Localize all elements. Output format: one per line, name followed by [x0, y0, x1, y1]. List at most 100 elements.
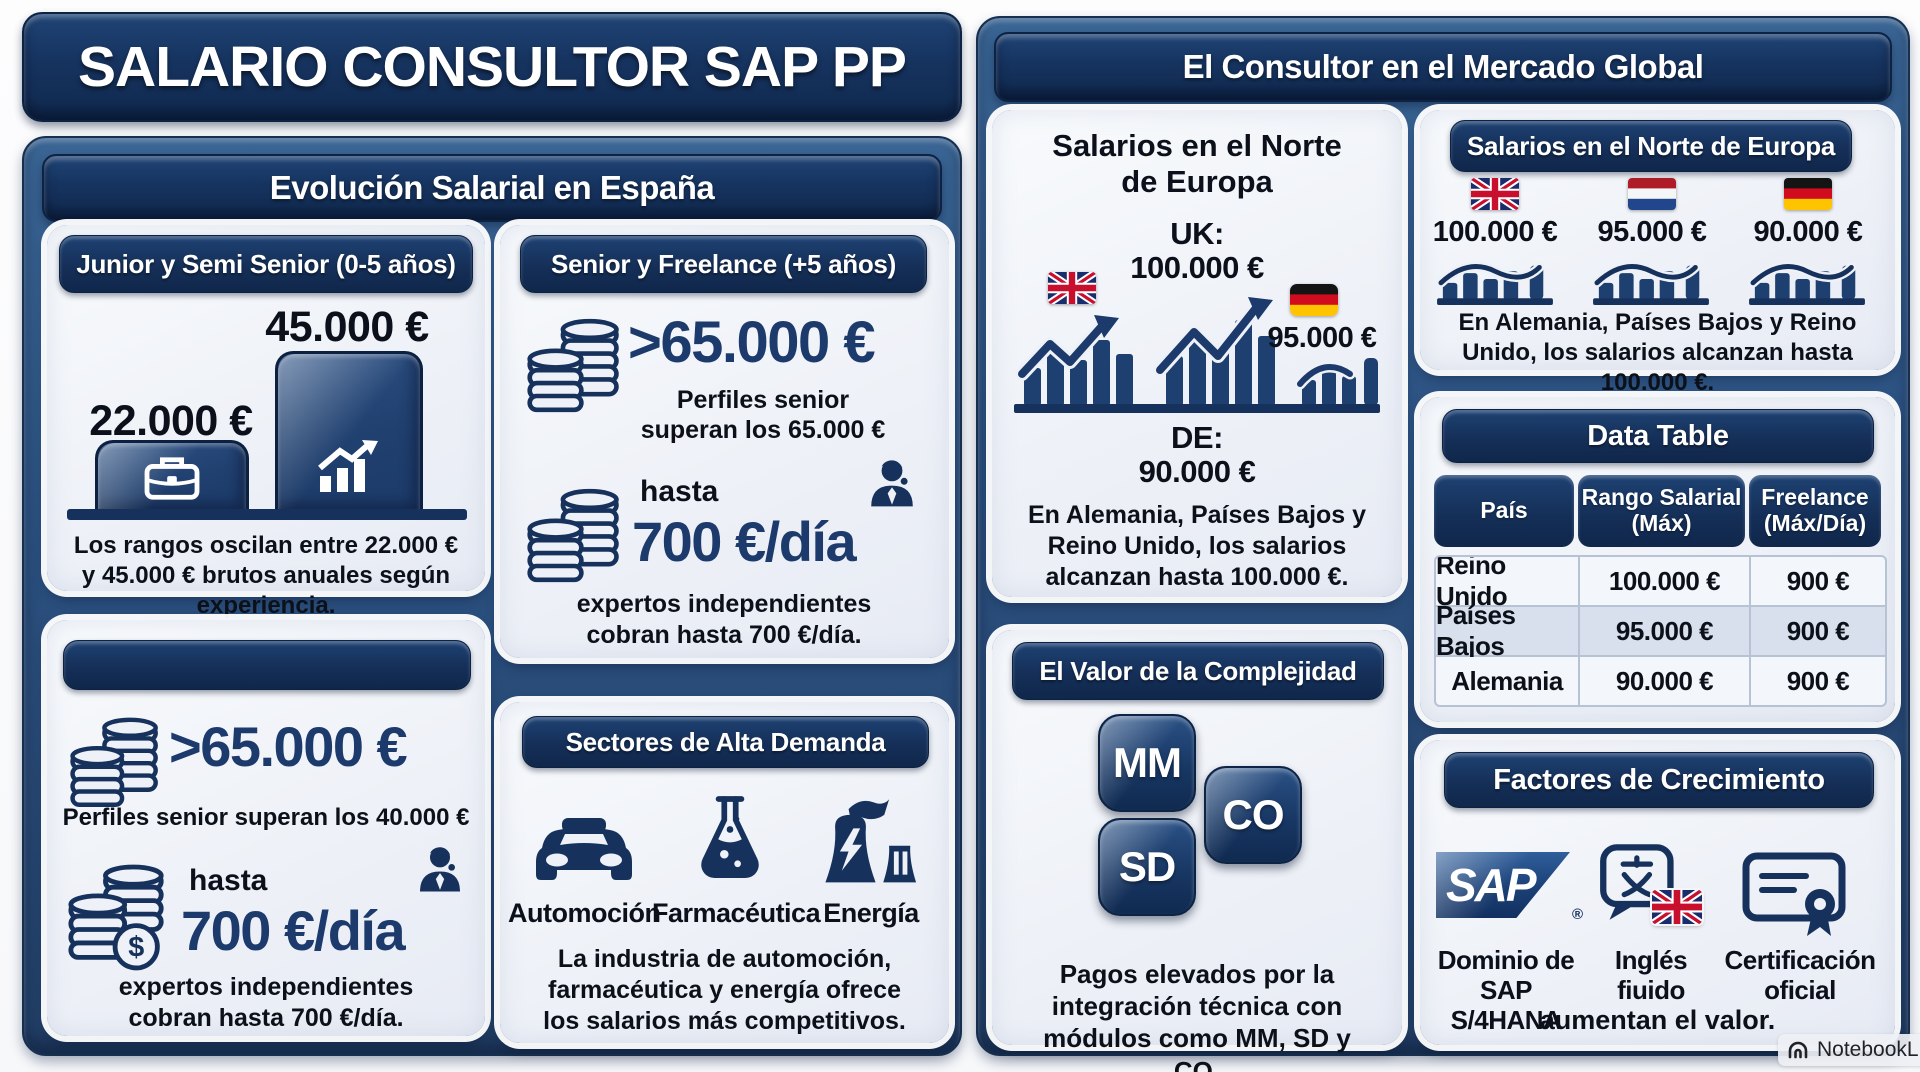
data-table-header: Data Table: [1442, 409, 1874, 463]
independent-rate: 700 €/día: [181, 899, 406, 962]
uk-flag-icon: [1048, 272, 1096, 304]
table-cell: 90.000 €: [1580, 657, 1749, 705]
salary-growth-chart: [1010, 292, 1384, 414]
notebooklm-logo-icon: [1786, 1038, 1810, 1062]
junior-chart-baseline: [67, 509, 467, 520]
independent-salary-note: Perfiles senior superan los 40.000 €: [62, 804, 470, 831]
global-panel: El Consultor en el Mercado Global Salari…: [976, 16, 1910, 1072]
junior-caption: Los rangos oscilan entre 22.000 € y 45.0…: [73, 532, 459, 619]
uk-salary-value: 100.000 €: [1432, 216, 1558, 248]
senior-card-header: Senior y Freelance (+5 años): [520, 235, 927, 293]
factor-label-english: Inglés fiuido: [1614, 945, 1688, 1005]
data-table-title: Data Table: [1587, 419, 1729, 452]
flask-icon: [690, 788, 770, 890]
table-cell: 900 €: [1751, 557, 1885, 605]
sap-registered-mark: ®: [1572, 906, 1584, 923]
senior-rate: 700 €/día: [632, 510, 857, 573]
north-europe-flags-card: Salarios en el Norte de Europa: [1420, 110, 1895, 396]
mini-bar-chart-icon: [1434, 250, 1556, 306]
spain-panel: Evolución Salarial en España Junior y Se…: [22, 136, 962, 1056]
factor-label-certification: Certificación oficial: [1724, 945, 1877, 1005]
germany-flag-icon: [1290, 284, 1338, 316]
global-section-header: El Consultor en el Mercado Global: [994, 32, 1892, 102]
svg-text:$: $: [128, 931, 144, 963]
uk-flag-icon: [1471, 178, 1519, 210]
coin-stack-dollar-icon: $: [67, 858, 167, 976]
sector-label-farmaceutica: Farmacéutica: [652, 898, 821, 928]
junior-low-value: 22.000 €: [89, 397, 253, 445]
de-side-value: 95.000 €: [1267, 322, 1377, 354]
senior-salary-note: Perfiles senior superan los 65.000 €: [640, 386, 886, 444]
briefcase-icon: [141, 453, 203, 503]
coin-stack-icon: [69, 704, 161, 810]
growth-factors-card: Factores de Crecimiento SAP ®: [1420, 740, 1895, 1045]
module-tile-mm: MM: [1098, 714, 1196, 812]
netherlands-flag-icon: [1628, 178, 1676, 210]
north-flags-caption: En Alemania, Países Bajos y Reino Unido,…: [1458, 309, 1857, 396]
independent-card-header: [63, 640, 471, 690]
mini-bar-chart-icon: [1590, 250, 1712, 306]
sectors-card-header: Sectores de Alta Demanda: [522, 716, 929, 768]
complexity-caption: Pagos elevados por la integración técnic…: [1043, 959, 1351, 1072]
growth-caption: aumentan el valor.: [1539, 1005, 1776, 1035]
sectors-card-title: Sectores de Alta Demanda: [565, 726, 886, 757]
coin-stack-icon: [526, 475, 622, 585]
junior-card-title: Junior y Semi Senior (0-5 años): [76, 248, 456, 279]
certificate-icon: [1740, 846, 1848, 938]
senior-rate-prefix: hasta: [640, 475, 719, 508]
independent-card: >65.000 € Perfiles senior superan los 40…: [47, 620, 485, 1036]
nl-salary-value: 95.000 €: [1597, 216, 1707, 248]
table-cell: Alemania: [1436, 657, 1578, 705]
mini-bar-chart-icon: [1746, 250, 1868, 306]
spain-section-title: Evolución Salarial en España: [269, 169, 715, 206]
column-header-freelance: Freelance (Máx/Día): [1749, 475, 1881, 547]
junior-high-value: 45.000 €: [265, 303, 429, 351]
watermark-label: NotebookLM: [1817, 1038, 1920, 1061]
notebooklm-watermark: NotebookLM: [1778, 1034, 1920, 1066]
junior-card-header: Junior y Semi Senior (0-5 años): [59, 235, 473, 293]
north-chart-caption: En Alemania, Países Bajos y Reino Unido,…: [1027, 501, 1367, 591]
translate-icon: [1598, 842, 1682, 922]
de-value: 90.000 €: [1138, 454, 1256, 489]
main-title-bar: SALARIO CONSULTOR SAP PP: [22, 12, 962, 122]
consultant-icon: [866, 455, 918, 511]
module-mm-label: MM: [1113, 739, 1182, 786]
column-header-pais: País: [1434, 475, 1574, 547]
uk-flag-icon: [1652, 890, 1702, 924]
uk-label: UK:: [1170, 216, 1224, 251]
table-cell: 95.000 €: [1580, 607, 1749, 655]
senior-card: Senior y Freelance (+5 años) >65.000 € P…: [500, 225, 949, 658]
growth-card-title: Factores de Crecimiento: [1493, 763, 1825, 796]
uk-value: 100.000 €: [1130, 250, 1264, 285]
table-cell: Reino Unido: [1436, 557, 1578, 611]
sector-label-automocion: Automoción: [508, 898, 661, 928]
column-header-rango: Rango Salarial (Máx): [1578, 475, 1745, 547]
junior-bar-high: [275, 351, 423, 512]
table-cell: Países Bajos: [1436, 600, 1578, 661]
table-body: Reino Unido 100.000 € 900 € Países Bajos…: [1434, 555, 1887, 707]
sap-logo-text: SAP: [1446, 859, 1537, 911]
consultant-icon: [415, 842, 465, 896]
coin-stack-icon: [526, 305, 622, 415]
senior-caption: expertos independientes cobran hasta 700…: [576, 590, 872, 649]
table-header-row: País Rango Salarial (Máx) Freelance (Máx…: [1434, 475, 1881, 547]
table-cell: 900 €: [1751, 607, 1885, 655]
sectors-caption: La industria de automoción, farmacéutica…: [543, 945, 906, 1035]
car-icon: [532, 808, 636, 888]
north-flags-card-header: Salarios en el Norte de Europa: [1450, 120, 1852, 172]
module-tile-sd: SD: [1098, 818, 1196, 916]
independent-rate-prefix: hasta: [189, 864, 268, 897]
page-title: SALARIO CONSULTOR SAP PP: [78, 35, 907, 99]
independent-salary: >65.000 €: [169, 715, 408, 778]
independent-caption: expertos independientes cobran hasta 700…: [118, 973, 414, 1032]
senior-card-title: Senior y Freelance (+5 años): [551, 248, 896, 279]
sap-logo: SAP: [1436, 852, 1570, 918]
sectors-card: Sectores de Alta Demanda: [500, 702, 949, 1043]
complexity-card-title: El Valor de la Complejidad: [1039, 655, 1357, 686]
global-section-title: El Consultor en el Mercado Global: [1182, 48, 1704, 85]
germany-flag-icon: [1784, 178, 1832, 210]
module-sd-label: SD: [1118, 843, 1176, 890]
growth-card-header: Factores de Crecimiento: [1444, 752, 1874, 808]
de-label: DE:: [1171, 420, 1223, 455]
